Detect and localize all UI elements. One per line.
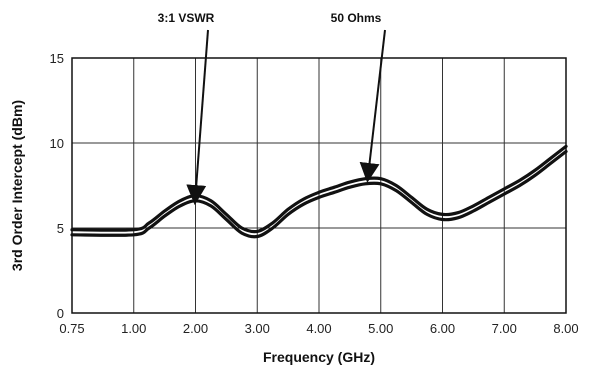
y-tick-label: 15 <box>50 51 64 66</box>
annotation-arrow <box>186 29 209 206</box>
grid <box>72 57 566 314</box>
x-tick-label: 1.00 <box>121 321 146 336</box>
y-tick-label: 0 <box>57 306 64 321</box>
x-tick-label: 4.00 <box>306 321 331 336</box>
x-tick-label: 5.00 <box>368 321 393 336</box>
x-tick-label: 0.75 <box>59 321 84 336</box>
y-tick-label: 10 <box>50 136 64 151</box>
x-axis-title: Frequency (GHz) <box>263 349 375 365</box>
y-axis-title: 3rd Order Intercept (dBm) <box>9 100 25 271</box>
x-tick-label: 3.00 <box>245 321 270 336</box>
annotation-label: 3:1 VSWR <box>158 11 215 25</box>
annotation-arrow <box>359 29 386 183</box>
tick-labels: 0.75 1.00 2.00 3.00 4.00 5.00 6.00 7.00 8.00 0 5 10… <box>50 51 579 336</box>
plot-area-frame <box>71 57 567 314</box>
x-tick-label: 2.00 <box>183 321 208 336</box>
x-tick-label: 7.00 <box>492 321 517 336</box>
x-tick-label: 6.00 <box>430 321 455 336</box>
x-tick-label: 8.00 <box>553 321 578 336</box>
annotation-label: 50 Ohms <box>331 11 382 25</box>
y-tick-label: 5 <box>57 221 64 236</box>
annotations: 3:1 VSWR 50 Ohms <box>158 11 386 206</box>
